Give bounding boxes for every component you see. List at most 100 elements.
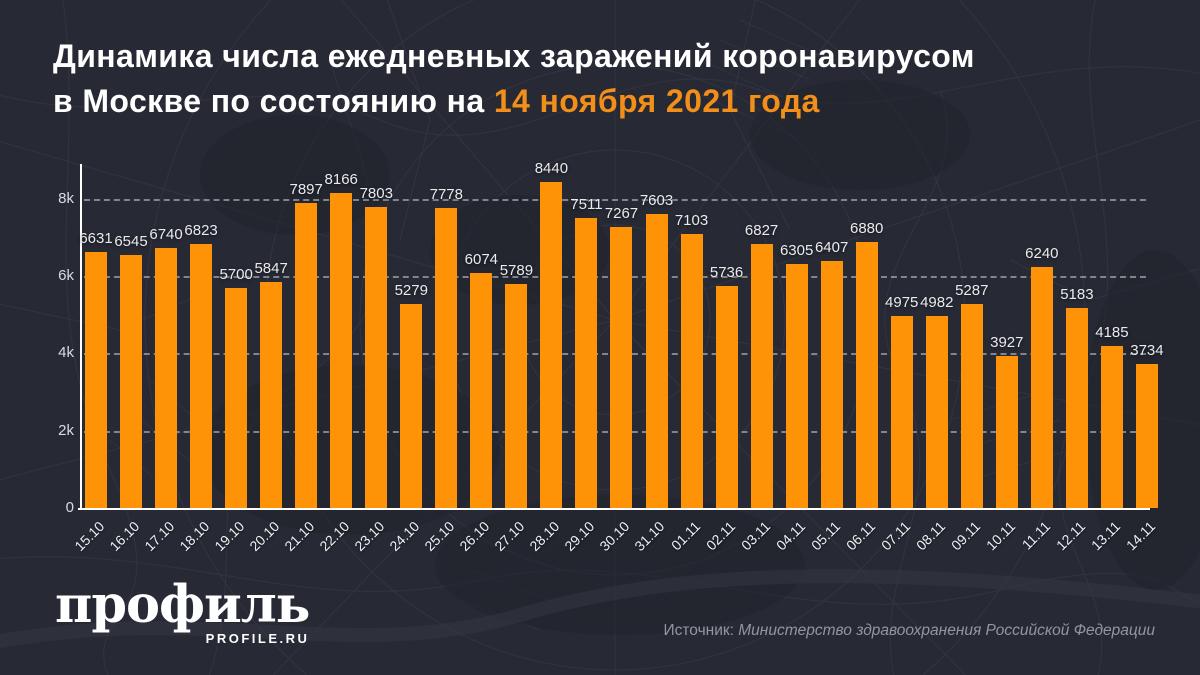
bar-value-label: 6823 [184,222,218,239]
bar [260,282,283,508]
bar-value-label: 6305 [779,242,814,259]
bar [820,261,843,508]
y-axis-line [80,164,82,510]
bar-value-label: 4975 [885,294,919,311]
bar-group-17.10: 6740 17.10 [141,165,182,554]
bar-value-label: 6407 [814,239,849,256]
bar-group-10.11: 3927 10.11 [983,165,1024,553]
bar-value-label: 5736 [709,264,744,281]
bar-value-label: 4185 [1095,324,1129,341]
bar [85,252,107,508]
bar-group-11.11: 6240 11.11 [1019,165,1059,553]
bar-group-28.10: 8440 28.10 [527,160,568,554]
bar-group-27.10: 5789 27.10 [492,165,533,554]
y-tick-label: 4k [58,344,74,361]
bar [1100,346,1123,508]
bar [400,304,423,508]
bar-value-label: 7897 [289,181,323,198]
bar-group-19.10: 5700 19.10 [211,165,252,554]
page-title: Динамика числа ежедневных заражений коро… [53,34,975,124]
title-line-2: в Москве по состоянию на 14 ноября 2021 … [53,79,975,124]
bar-value-label: 7803 [359,185,393,202]
bar-group-05.11: 6407 05.11 [808,165,849,553]
bar [295,203,318,508]
bar [890,316,913,508]
source-name: Министерство здравоохранения Российской … [738,622,1155,639]
bar-value-label: 6880 [850,220,884,237]
bar-group-22.10: 8166 22.10 [316,165,357,554]
bar-value-label: 7511 [570,196,603,213]
bar-group-01.11: 7103 01.11 [667,165,708,553]
y-tick-label: 2k [58,422,74,439]
logo-domain: PROFILE.RU [205,631,310,646]
y-tick-label: 6k [58,267,74,284]
bar-value-label: 5183 [1060,286,1094,303]
bar-group-25.10: 7778 25.10 [422,165,463,554]
bar-value-label: 8166 [324,171,358,188]
title-date-highlight: 14 ноября 2021 года [493,83,820,119]
bar [785,264,808,508]
bar [715,286,738,508]
bar-value-label: 3927 [990,334,1024,351]
bar [575,218,598,508]
bar-value-label: 5847 [254,260,288,277]
bar [330,193,353,508]
bar [190,244,213,508]
bar-value-label: 6631 [79,230,113,247]
bar-group-29.10: 7511 29.10 [562,165,603,554]
bar [855,242,878,508]
bar [435,208,458,508]
bar-group-20.10: 5847 20.10 [246,165,287,554]
bar-value-label: 5279 [394,282,428,299]
bar [225,288,248,508]
bar [470,273,493,508]
bar [750,244,773,508]
bar-value-label: 4982 [920,294,954,311]
bar [365,207,388,508]
bar-value-label: 5789 [499,262,534,279]
bar-group-24.10: 5279 24.10 [386,165,427,554]
bar-value-label: 3734 [1130,342,1164,359]
bar-value-label: 6740 [149,226,183,243]
bar-group-23.10: 7803 23.10 [351,165,392,554]
logo-wordmark: профиль [55,575,310,635]
bar [960,304,983,508]
bar-group-09.11: 5287 09.11 [948,165,989,553]
bar-value-label: 5700 [219,266,253,283]
profile-logo: профиль PROFILE.RU [55,575,310,646]
source-attribution: Источник: Министерство здравоохранения Р… [663,622,1155,640]
bar-value-label: 7103 [674,212,709,229]
bar [680,234,703,508]
bar-group-31.10: 7603 31.10 [632,165,673,554]
bar [1135,364,1158,508]
bar-value-label: 6827 [744,222,779,239]
y-tick-label: 8k [58,190,74,207]
bar-group-14.11: 3734 14.11 [1123,165,1164,553]
bar-group-03.11: 6827 03.11 [738,165,779,553]
bar-value-label: 6545 [114,233,148,250]
x-axis-line [78,508,1150,510]
bar-group-16.10: 6545 16.10 [106,165,147,554]
bar [995,356,1018,508]
y-tick-label: 0 [65,499,74,516]
bar-group-02.11: 5736 02.11 [703,165,744,553]
bar-group-12.11: 5183 12.11 [1053,165,1094,553]
bar [925,316,948,508]
bar-value-label: 6240 [1025,245,1059,262]
bar-group-30.10: 7267 30.10 [597,165,638,554]
title-line-1: Динамика числа ежедневных заражений коро… [53,38,975,74]
bar [1065,308,1088,508]
bar-group-15.10: 6631 15.10 [71,165,112,554]
bar-group-04.11: 6305 04.11 [773,165,814,553]
bar-group-06.11: 6880 06.11 [843,165,884,553]
bar [610,227,633,508]
bar-group-26.10: 6074 26.10 [457,165,498,554]
bar-group-07.11: 4975 07.11 [878,165,919,553]
bar-value-label: 8440 [534,160,569,177]
bar [540,182,563,508]
gridline-8k [84,199,1146,201]
bar-value-label: 6074 [464,251,499,268]
bar-value-label: 7603 [639,192,674,209]
title-line-2-prefix: в Москве по состоянию на [53,83,494,119]
